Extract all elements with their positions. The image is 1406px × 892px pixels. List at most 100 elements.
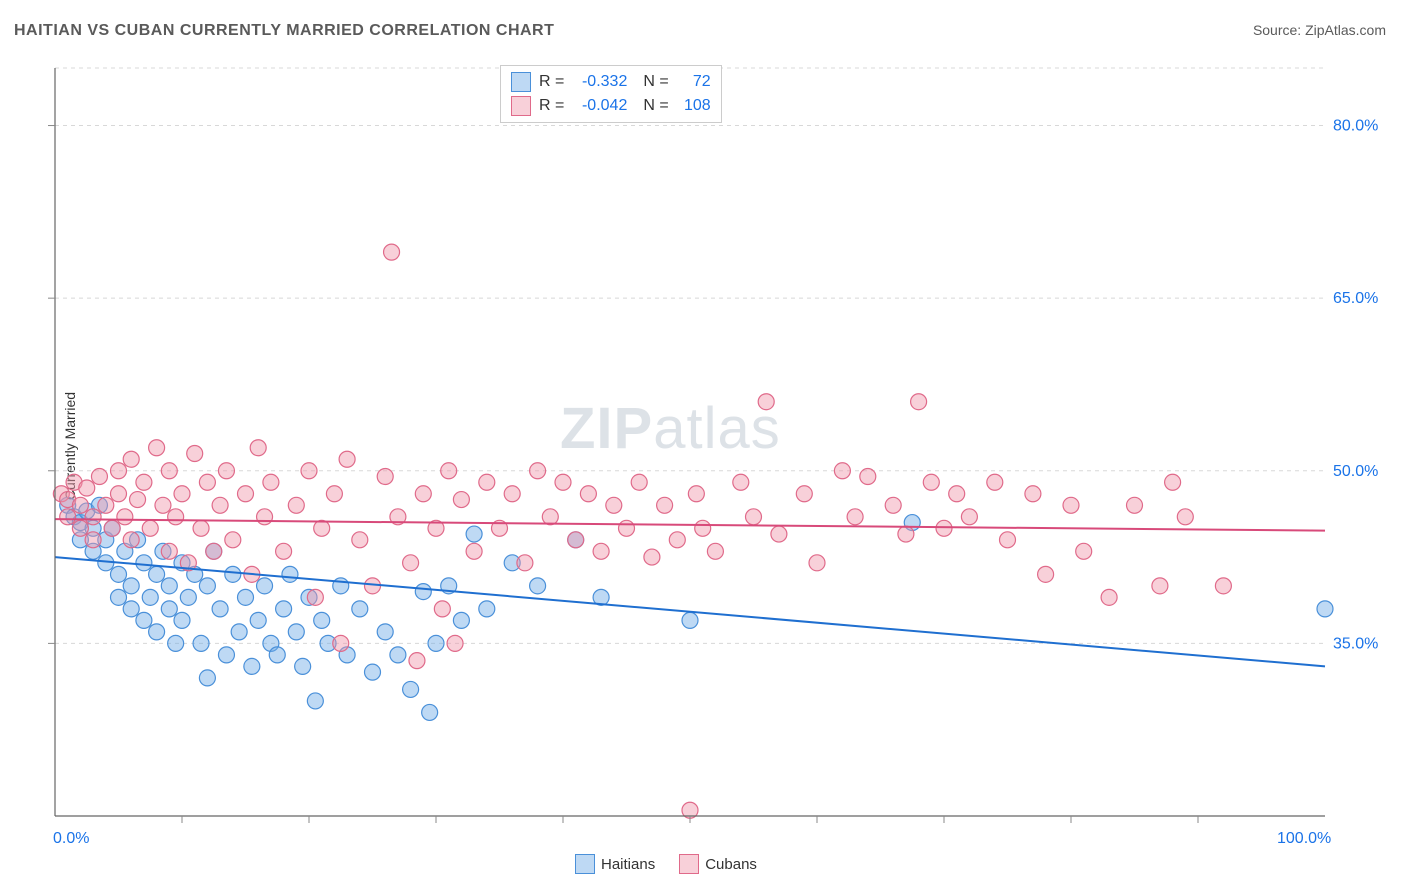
data-point [212, 601, 228, 617]
stats-row: R =-0.332N =72 [511, 70, 711, 94]
data-point [466, 543, 482, 559]
data-point [352, 532, 368, 548]
data-point [453, 492, 469, 508]
data-point [193, 520, 209, 536]
data-point [123, 532, 139, 548]
trend-line [55, 519, 1325, 531]
data-point [530, 463, 546, 479]
data-point [155, 497, 171, 513]
data-point [1101, 589, 1117, 605]
data-point [161, 543, 177, 559]
data-point [568, 532, 584, 548]
data-point [961, 509, 977, 525]
data-point [91, 469, 107, 485]
r-label: R = [539, 97, 564, 115]
data-point [168, 635, 184, 651]
data-point [1165, 474, 1181, 490]
data-point [466, 526, 482, 542]
data-point [174, 486, 190, 502]
data-point [644, 549, 660, 565]
data-point [263, 474, 279, 490]
data-point [225, 566, 241, 582]
data-point [276, 543, 292, 559]
data-point [923, 474, 939, 490]
y-tick-label: 80.0% [1333, 118, 1378, 135]
data-point [707, 543, 723, 559]
y-tick-label: 50.0% [1333, 463, 1378, 480]
data-point [390, 647, 406, 663]
data-point [231, 624, 247, 640]
n-label: N = [643, 97, 668, 115]
series-swatch-icon [511, 96, 531, 116]
data-point [117, 509, 133, 525]
data-point [104, 520, 120, 536]
data-point [136, 612, 152, 628]
data-point [142, 520, 158, 536]
data-point [218, 463, 234, 479]
data-point [479, 601, 495, 617]
data-point [206, 543, 222, 559]
data-point [403, 681, 419, 697]
data-point [1317, 601, 1333, 617]
data-point [428, 635, 444, 651]
legend-item: Haitians [575, 854, 655, 874]
data-point [123, 578, 139, 594]
data-point [307, 693, 323, 709]
data-point [111, 463, 127, 479]
data-point [434, 601, 450, 617]
data-point [161, 601, 177, 617]
n-label: N = [643, 73, 668, 91]
data-point [898, 526, 914, 542]
n-value: 72 [677, 73, 711, 91]
source-name: ZipAtlas.com [1305, 22, 1386, 38]
legend-label: Haitians [601, 856, 655, 873]
y-tick-label: 35.0% [1333, 635, 1378, 652]
data-point [885, 497, 901, 513]
data-point [695, 520, 711, 536]
data-point [288, 624, 304, 640]
data-point [688, 486, 704, 502]
data-point [949, 486, 965, 502]
data-point [257, 509, 273, 525]
data-point [199, 474, 215, 490]
data-point [1127, 497, 1143, 513]
legend-swatch-icon [679, 854, 699, 874]
r-label: R = [539, 73, 564, 91]
data-point [409, 653, 425, 669]
data-point [1177, 509, 1193, 525]
data-point [199, 578, 215, 594]
data-point [282, 566, 298, 582]
data-point [288, 497, 304, 513]
data-point [1076, 543, 1092, 559]
data-point [619, 520, 635, 536]
r-value: -0.042 [572, 97, 627, 115]
data-point [314, 520, 330, 536]
data-point [365, 664, 381, 680]
correlation-stats-box: R =-0.332N =72R =-0.042N =108 [500, 65, 722, 123]
legend-item: Cubans [679, 854, 757, 874]
data-point [295, 658, 311, 674]
data-point [301, 463, 317, 479]
data-point [377, 469, 393, 485]
data-point [250, 440, 266, 456]
data-point [1025, 486, 1041, 502]
data-point [847, 509, 863, 525]
data-point [1215, 578, 1231, 594]
data-point [860, 469, 876, 485]
data-point [98, 497, 114, 513]
data-point [212, 497, 228, 513]
data-point [326, 486, 342, 502]
data-point [403, 555, 419, 571]
data-point [187, 446, 203, 462]
data-point [250, 612, 266, 628]
data-point [218, 647, 234, 663]
data-point [733, 474, 749, 490]
data-point [352, 601, 368, 617]
trend-line [55, 557, 1325, 666]
stats-row: R =-0.042N =108 [511, 94, 711, 118]
data-point [111, 589, 127, 605]
data-point [657, 497, 673, 513]
data-point [1063, 497, 1079, 513]
data-point [447, 635, 463, 651]
bottom-legend: Haitians Cubans [575, 854, 757, 874]
